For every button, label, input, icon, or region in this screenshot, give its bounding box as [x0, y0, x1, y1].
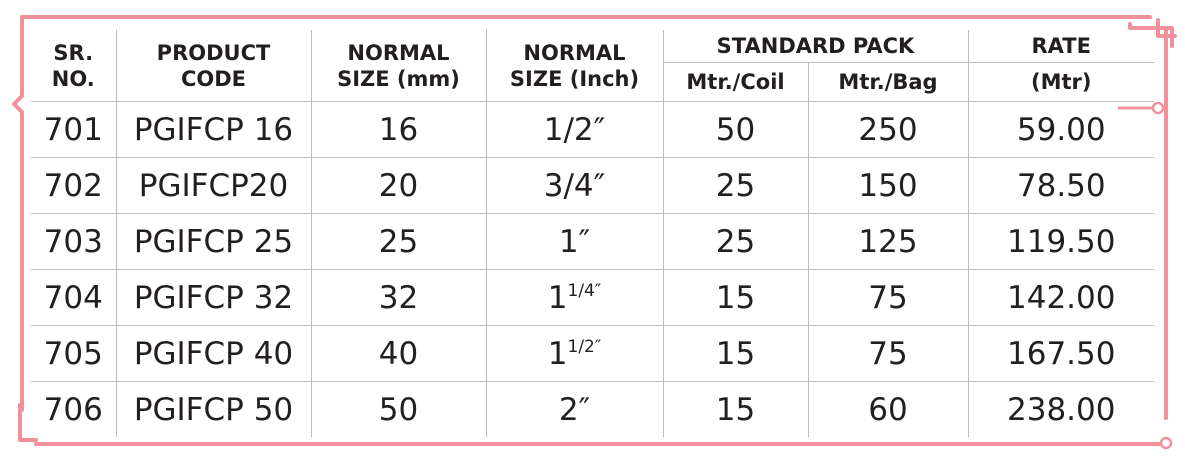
cell-rate: 78.50: [967, 157, 1154, 214]
cell-size-inch: 11/2″: [485, 325, 664, 382]
cell-mtr-coil: 50: [662, 101, 809, 158]
cell-sr-no: 706: [31, 381, 117, 437]
cell-sr-no: 701: [31, 101, 117, 158]
cell-mtr-coil: 25: [662, 157, 809, 214]
table-row: 704 PGIFCP 32 32 11/4″ 15 75 142.00: [31, 269, 1154, 326]
table-row: 702 PGIFCP20 20 3/4″ 25 150 78.50: [31, 157, 1154, 214]
cell-product-code: PGIFCP 32: [115, 269, 312, 326]
cell-product-code: PGIFCP20: [115, 157, 312, 214]
cell-mtr-coil: 25: [662, 213, 809, 270]
cell-mtr-coil: 15: [662, 381, 809, 437]
cell-sr-no: 704: [31, 269, 117, 326]
table-row: 706 PGIFCP 50 50 2″ 15 60 238.00: [31, 381, 1154, 437]
cell-size-inch: 1″: [485, 213, 664, 270]
table-header: SR. NO. PRODUCT CODE NORMAL SIZE (mm) NORMA…: [31, 30, 1154, 102]
table-row: 705 PGIFCP 40 40 11/2″ 15 75 167.50: [31, 325, 1154, 382]
header-mtr-coil: Mtr./Coil: [663, 62, 809, 102]
cell-mtr-bag: 150: [807, 157, 969, 214]
table-body: 701 PGIFCP 16 16 1/2″ 50 250 59.00 702 PGIFCP20 2…: [31, 101, 1154, 437]
cell-mtr-bag: 60: [807, 381, 969, 437]
inch-fraction: 1/4″: [567, 280, 602, 301]
header-sr-no: SR. NO.: [31, 30, 117, 102]
table-row: 703 PGIFCP 25 25 1″ 25 125 119.50: [31, 213, 1154, 270]
cell-product-code: PGIFCP 16: [115, 101, 312, 158]
cell-mtr-bag: 75: [807, 325, 969, 382]
cell-rate: 167.50: [967, 325, 1154, 382]
cell-product-code: PGIFCP 50: [115, 381, 312, 437]
cell-product-code: PGIFCP 40: [115, 325, 312, 382]
inch-whole: 1: [547, 279, 568, 316]
cell-mtr-bag: 75: [807, 269, 969, 326]
cell-mtr-coil: 15: [662, 269, 809, 326]
cell-size-inch: 1/2″: [485, 101, 664, 158]
header-normal-size-inch: NORMAL SIZE (Inch): [485, 30, 664, 102]
price-table: SR. NO. PRODUCT CODE NORMAL SIZE (mm) NORMA…: [31, 30, 1154, 437]
cell-sr-no: 705: [31, 325, 117, 382]
header-mtr-bag: Mtr./Bag: [807, 62, 969, 102]
cell-size-inch: 2″: [485, 381, 664, 437]
cell-size-mm: 16: [310, 101, 487, 158]
cell-mtr-bag: 125: [807, 213, 969, 270]
header-standard-pack: STANDARD PACK: [662, 30, 969, 63]
header-rate-unit: (Mtr): [967, 62, 1154, 102]
inch-whole: 1: [547, 335, 568, 372]
cell-sr-no: 703: [31, 213, 117, 270]
header-normal-size-mm: NORMAL SIZE (mm): [310, 30, 487, 102]
cell-rate: 119.50: [967, 213, 1154, 270]
cell-size-inch: 11/4″: [485, 269, 664, 326]
header-product-code: PRODUCT CODE: [115, 30, 312, 102]
cell-size-mm: 20: [310, 157, 487, 214]
cell-sr-no: 702: [31, 157, 117, 214]
table-row: 701 PGIFCP 16 16 1/2″ 50 250 59.00: [31, 101, 1154, 158]
cell-size-mm: 50: [310, 381, 487, 437]
cell-mtr-bag: 250: [807, 101, 969, 158]
cell-product-code: PGIFCP 25: [115, 213, 312, 270]
cell-size-mm: 32: [310, 269, 487, 326]
header-rate: RATE: [967, 30, 1154, 63]
cell-rate: 238.00: [967, 381, 1154, 437]
cell-rate: 59.00: [967, 101, 1154, 158]
inch-fraction: 1/2″: [567, 336, 602, 357]
cell-size-mm: 40: [310, 325, 487, 382]
cell-size-inch: 3/4″: [485, 157, 664, 214]
cell-rate: 142.00: [967, 269, 1154, 326]
cell-size-mm: 25: [310, 213, 487, 270]
cell-mtr-coil: 15: [662, 325, 809, 382]
